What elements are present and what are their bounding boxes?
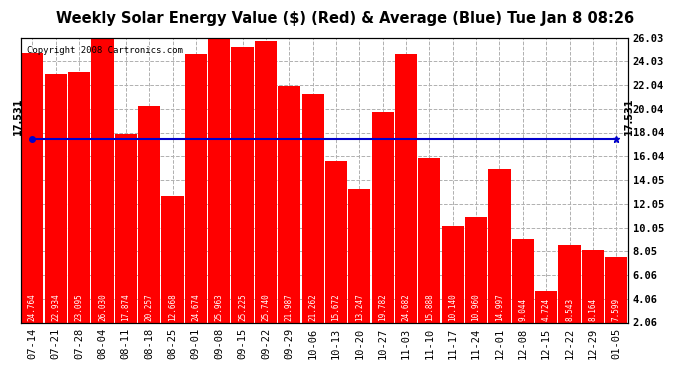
Text: 8.543: 8.543 <box>565 298 574 321</box>
Text: 26.030: 26.030 <box>98 294 107 321</box>
Text: 14.997: 14.997 <box>495 294 504 321</box>
Text: 24.682: 24.682 <box>402 294 411 321</box>
Text: 24.764: 24.764 <box>28 294 37 321</box>
Bar <box>418 158 440 322</box>
Bar <box>161 196 184 322</box>
Bar <box>348 189 371 322</box>
Text: 24.674: 24.674 <box>191 294 200 321</box>
Text: 22.934: 22.934 <box>51 294 60 321</box>
Bar <box>325 160 347 322</box>
Bar <box>21 53 43 322</box>
Bar <box>465 217 487 322</box>
Text: 17.531: 17.531 <box>13 98 23 135</box>
Text: 8.164: 8.164 <box>589 298 598 321</box>
Text: 15.672: 15.672 <box>331 294 340 321</box>
Text: Copyright 2008 Cartronics.com: Copyright 2008 Cartronics.com <box>27 46 183 55</box>
Bar <box>372 112 394 322</box>
Text: 15.888: 15.888 <box>425 294 434 321</box>
Text: 9.044: 9.044 <box>518 298 527 321</box>
Bar <box>605 256 627 322</box>
Bar <box>231 47 254 322</box>
Text: 25.225: 25.225 <box>238 294 247 321</box>
Text: 19.782: 19.782 <box>378 294 387 321</box>
Text: 25.740: 25.740 <box>262 294 270 321</box>
Bar <box>442 226 464 322</box>
Text: 17.531: 17.531 <box>624 98 634 135</box>
Bar <box>558 245 580 322</box>
Bar <box>208 38 230 322</box>
Text: 7.599: 7.599 <box>612 298 621 321</box>
Bar <box>302 94 324 322</box>
Bar <box>255 41 277 322</box>
Text: 12.668: 12.668 <box>168 294 177 321</box>
Bar <box>185 54 207 322</box>
Text: 4.724: 4.724 <box>542 298 551 321</box>
Bar <box>278 86 300 322</box>
Text: 21.262: 21.262 <box>308 294 317 321</box>
Text: 10.140: 10.140 <box>448 294 457 321</box>
Text: 10.960: 10.960 <box>471 294 481 321</box>
Bar <box>512 240 534 322</box>
Text: 17.874: 17.874 <box>121 294 130 321</box>
Bar <box>489 169 511 322</box>
Bar <box>138 106 160 322</box>
Bar <box>45 74 67 322</box>
Bar <box>91 38 114 322</box>
Bar <box>68 72 90 322</box>
Bar <box>535 291 558 322</box>
Text: Weekly Solar Energy Value ($) (Red) & Average (Blue) Tue Jan 8 08:26: Weekly Solar Energy Value ($) (Red) & Av… <box>56 11 634 26</box>
Bar <box>395 54 417 322</box>
Bar <box>582 250 604 322</box>
Text: 25.963: 25.963 <box>215 294 224 321</box>
Text: 21.987: 21.987 <box>285 294 294 321</box>
Text: 20.257: 20.257 <box>145 294 154 321</box>
Bar <box>115 135 137 322</box>
Text: 23.095: 23.095 <box>75 294 83 321</box>
Text: 13.247: 13.247 <box>355 294 364 321</box>
